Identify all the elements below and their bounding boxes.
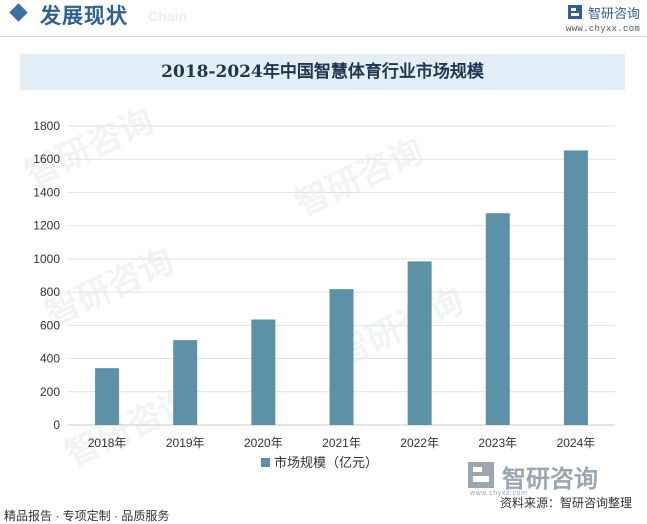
x-tick-label: 2020年: [244, 436, 283, 450]
x-tick-label: 2018年: [88, 436, 127, 450]
y-tick-label: 200: [40, 385, 60, 399]
bar: [251, 319, 276, 425]
y-tick-label: 1000: [33, 252, 60, 266]
x-tick-label: 2021年: [322, 436, 361, 450]
legend-label: 市场规模（亿元）: [274, 455, 378, 470]
y-tick-label: 1200: [33, 219, 60, 233]
brand-name: 智研咨询: [588, 6, 641, 21]
y-tick-label: 600: [40, 318, 60, 332]
footer-logo-icon: [468, 462, 494, 488]
x-tick-label: 2024年: [557, 436, 596, 450]
chart-title: 2018-2024年中国智慧体育行业市场规模: [161, 62, 484, 82]
bar: [95, 368, 120, 425]
y-tick-label: 1400: [33, 185, 60, 199]
chart-title-box: 2018-2024年中国智慧体育行业市场规模: [20, 54, 625, 90]
bar: [329, 289, 354, 425]
source-text: 资料来源：智研咨询整理: [500, 496, 633, 510]
x-tick-label: 2023年: [478, 436, 517, 450]
y-tick-label: 400: [40, 352, 60, 366]
y-tick-label: 1800: [33, 119, 60, 133]
header: 发展现状 Chain 智研咨询 www.chyxx.com: [0, 0, 647, 40]
brand-logo-icon: [568, 5, 582, 19]
x-tick-label: 2022年: [400, 436, 439, 450]
bar: [563, 150, 588, 425]
section-title: 发展现状: [40, 3, 128, 28]
footer-tagline: 精品报告 · 专项定制 · 品质服务: [4, 509, 170, 523]
header-divider: [0, 36, 647, 37]
section-subtitle: Chain: [148, 8, 187, 24]
brand-url: www.chyxx.com: [566, 24, 641, 34]
footer-brand-name: 智研咨询: [502, 466, 598, 493]
footer-brand-url: www.chyxx.com: [470, 490, 528, 497]
bar: [407, 261, 432, 425]
y-tick-label: 1600: [33, 152, 60, 166]
y-tick-label: 0: [53, 418, 60, 432]
x-tick-label: 2019年: [166, 436, 205, 450]
y-tick-label: 800: [40, 285, 60, 299]
bar: [485, 213, 510, 425]
legend-swatch: [261, 458, 270, 467]
bar: [173, 340, 198, 425]
